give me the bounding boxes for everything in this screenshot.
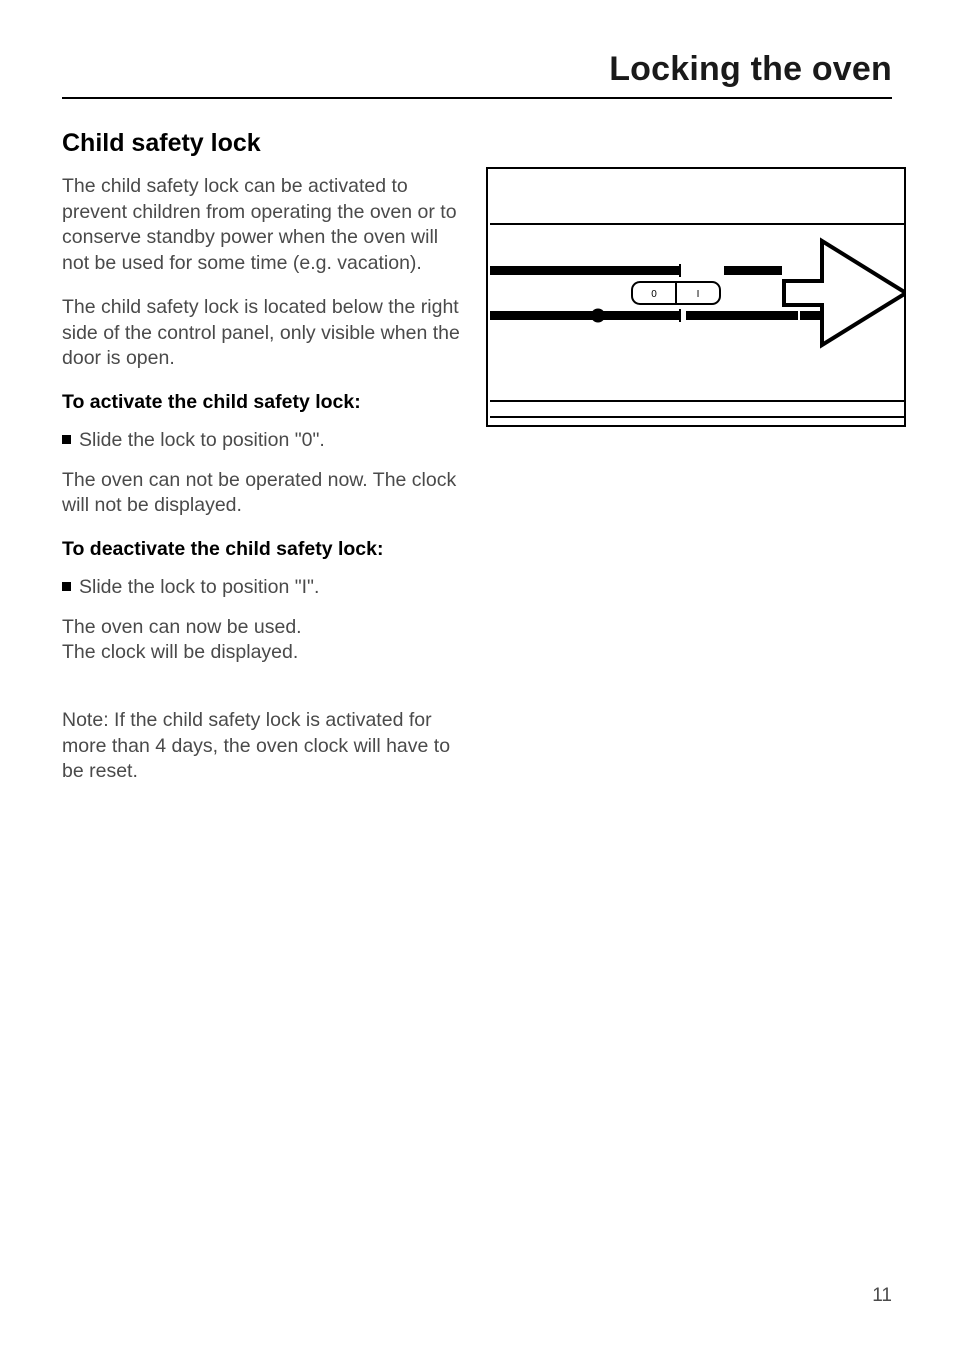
- text-column: Child safety lock The child safety lock …: [62, 127, 462, 803]
- bullet-text: Slide the lock to position "0".: [79, 428, 325, 454]
- square-bullet-icon: [62, 582, 71, 591]
- figure-column: 0 I: [486, 127, 906, 803]
- section-heading: Child safety lock: [62, 127, 462, 160]
- square-bullet-icon: [62, 435, 71, 444]
- page-title: Locking the oven: [62, 50, 892, 99]
- note-paragraph: Note: If the child safety lock is activa…: [62, 708, 462, 785]
- lock-diagram-frame: 0 I: [486, 167, 906, 427]
- two-column-layout: Child safety lock The child safety lock …: [62, 127, 892, 803]
- switch-icon: 0 I: [632, 282, 720, 304]
- paragraph: The child safety lock is located below t…: [62, 295, 462, 372]
- subheading-deactivate: To deactivate the child safety lock:: [62, 537, 462, 563]
- switch-label-I: I: [697, 289, 700, 300]
- paragraph: The child safety lock can be activated t…: [62, 174, 462, 277]
- page-number: 11: [872, 1285, 892, 1307]
- arrow-right-icon: [784, 241, 906, 345]
- switch-label-0: 0: [651, 289, 657, 300]
- paragraph: The oven can now be used. The clock will…: [62, 615, 462, 666]
- bullet-item: Slide the lock to position "I".: [62, 575, 462, 601]
- paragraph: The oven can not be operated now. The cl…: [62, 468, 462, 519]
- bullet-item: Slide the lock to position "0".: [62, 428, 462, 454]
- spacer: [62, 684, 462, 708]
- bullet-text: Slide the lock to position "I".: [79, 575, 319, 601]
- subheading-activate: To activate the child safety lock:: [62, 390, 462, 416]
- lock-diagram-svg: 0 I: [488, 169, 906, 427]
- manual-page: Locking the oven Child safety lock The c…: [0, 0, 954, 1351]
